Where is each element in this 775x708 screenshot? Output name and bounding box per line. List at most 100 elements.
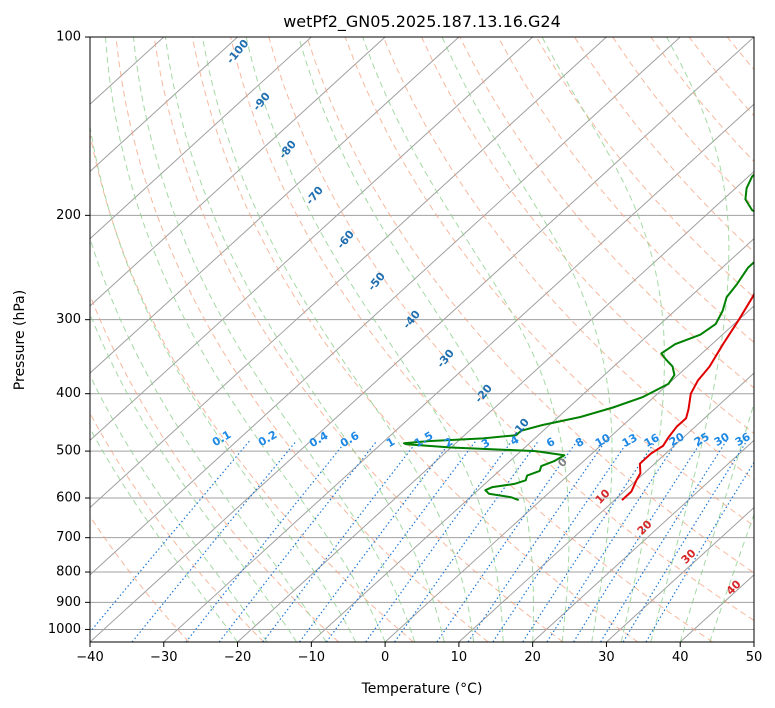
moist-adiabat-label: 0	[555, 455, 570, 470]
isotherm-line	[753, 641, 754, 642]
moist-adiabat-label: 10	[593, 486, 613, 506]
dry-adiabat-line	[535, 37, 754, 298]
dry-adiabat-line	[90, 412, 265, 642]
y-tick-label: 800	[56, 565, 81, 580]
mixing-ratio-label: 0.1	[210, 428, 233, 449]
mixing-ratio-label: 30	[712, 430, 732, 449]
x-tick-label: −20	[224, 650, 251, 665]
isotherm-line	[90, 37, 534, 442]
isotherm-line	[384, 305, 754, 642]
moist-adiabat-line	[441, 37, 613, 642]
isotherm-line	[90, 37, 312, 240]
y-tick-label: 700	[56, 530, 81, 545]
isotherm-line	[310, 237, 754, 642]
dry-adiabat-line	[306, 37, 754, 574]
mixing-ratio-line	[131, 440, 298, 642]
y-tick-label: 500	[56, 444, 81, 459]
x-tick-label: 50	[746, 650, 763, 665]
isotherm-line	[90, 37, 386, 307]
moist-adiabat-label: 40	[724, 577, 744, 597]
isotherm-line	[90, 37, 238, 173]
y-tick-label: 200	[56, 208, 81, 223]
moist-adiabat-line	[164, 37, 445, 642]
dry-adiabat-label: -70	[303, 184, 326, 208]
mixing-ratio-line	[262, 440, 419, 642]
isotherm-line	[90, 37, 681, 576]
y-tick-label: 900	[56, 595, 81, 610]
isotherm-line	[532, 439, 754, 642]
isotherm-line	[163, 103, 754, 642]
plot-frame	[89, 36, 755, 643]
dry-adiabat-label: -20	[472, 382, 495, 406]
isotherm-line	[90, 37, 607, 509]
x-tick-label: −30	[150, 650, 177, 665]
temperature-profile-line	[621, 292, 754, 501]
dry-adiabat-line	[268, 37, 754, 622]
dry-adiabat-line	[230, 37, 713, 642]
mixing-ratio-line	[600, 440, 728, 642]
moist-adiabat-line	[201, 37, 475, 642]
dry-adiabat-label: -30	[434, 347, 457, 371]
dry-adiabat-line	[650, 37, 754, 163]
dry-adiabat-line	[421, 37, 754, 435]
mixing-ratio-line	[522, 440, 657, 642]
moist-adiabat-line	[245, 37, 504, 642]
x-tick-label: −10	[298, 650, 325, 665]
y-tick-label: 600	[56, 491, 81, 506]
background-lines	[90, 37, 754, 642]
mixing-ratio-label: 0.2	[256, 428, 279, 449]
y-tick-label: 300	[56, 312, 81, 327]
mixing-ratio-label: 0.6	[338, 429, 362, 450]
x-tick-label: 0	[381, 650, 389, 665]
mixing-ratio-label: 10	[593, 431, 613, 450]
isotherm-line	[90, 37, 754, 642]
dry-adiabat-line	[382, 37, 754, 481]
dry-adiabat-line	[688, 37, 754, 117]
isotherm-line	[90, 37, 460, 374]
chart-title: wetPf2_GN05.2025.187.13.16.G24	[283, 12, 561, 32]
mixing-ratio-label: 20	[667, 430, 687, 449]
dry-adiabat-line	[344, 37, 754, 527]
moist-adiabat-line	[90, 427, 239, 642]
dry-adiabat-label: -50	[365, 270, 388, 294]
dry-adiabat-line	[191, 37, 639, 642]
moist-adiabat-line	[90, 123, 357, 642]
y-tick-label: 1000	[48, 622, 81, 637]
mixing-ratio-label: 16	[642, 431, 662, 450]
moist-adiabat-line	[90, 236, 327, 642]
dry-adiabat-line	[459, 37, 754, 389]
series-group	[403, 173, 754, 502]
moist-adiabat-label: 30	[679, 546, 699, 566]
moist-adiabat-line	[90, 374, 268, 642]
dry-adiabat-line	[90, 131, 414, 642]
mixing-ratio-line	[572, 440, 703, 642]
mixing-ratio-label: 36	[733, 430, 753, 449]
mixing-ratio-label: 6	[544, 435, 557, 450]
mixing-ratio-line	[218, 440, 378, 642]
moist-adiabat-line	[541, 37, 665, 642]
mixing-ratio-line	[492, 440, 629, 642]
isotherm-line	[606, 506, 754, 642]
axis-ticks: −40 −30 −20 −10 0 10 20 30 40 5010020030040050060…	[48, 30, 762, 666]
isotherm-line	[237, 170, 754, 642]
mixing-ratio-label: 8	[573, 435, 586, 450]
dry-adiabat-label: -80	[276, 138, 299, 162]
y-tick-label: 100	[56, 30, 81, 45]
mixing-ratio-line	[645, 461, 754, 642]
moist-adiabat-label: 20	[635, 517, 655, 537]
moist-adiabat-line	[679, 401, 754, 642]
moist-adiabat-line	[709, 513, 754, 642]
dry-adiabat-line	[497, 37, 754, 344]
dry-adiabat-line	[153, 37, 564, 642]
x-tick-label: 40	[672, 650, 689, 665]
mixing-ratio-line	[325, 440, 477, 642]
x-tick-label: 20	[524, 650, 541, 665]
mixing-ratio-label: 0.4	[307, 429, 331, 450]
moist-adiabat-line	[90, 312, 298, 642]
dry-adiabat-line	[90, 515, 190, 642]
dewpoint-profile-line	[403, 173, 754, 502]
moist-adiabat-line	[362, 37, 570, 642]
moist-adiabat-line	[298, 37, 534, 642]
mixing-ratio-line	[546, 440, 679, 642]
